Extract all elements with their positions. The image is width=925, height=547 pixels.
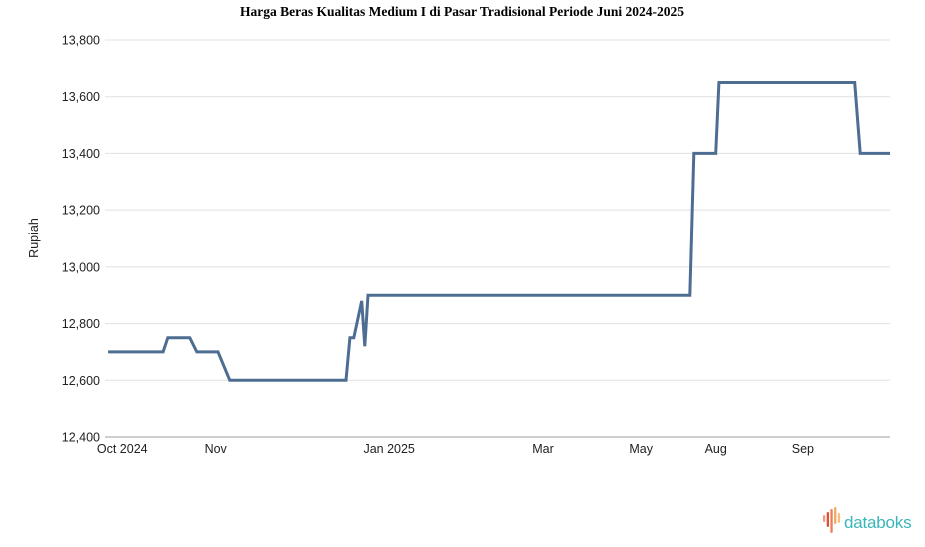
x-tick-label: Oct 2024 [97,442,148,456]
databoks-logo[interactable]: databoks [823,507,912,533]
y-tick-labels: 12,400 12,600 12,800 13,000 13,200 13,400 13,6… [62,34,100,445]
x-tick-label: Sep [792,442,814,456]
logo-bar-icon [826,512,829,527]
price-line-series[interactable] [108,81,890,382]
y-tick-label: 13,000 [62,260,100,274]
y-tick-label: 13,600 [62,90,100,104]
logo-bar-icon [834,507,837,524]
databoks-bars-icon [823,507,841,533]
y-axis-title: Rupiah [27,218,41,258]
x-tick-label: May [629,442,653,456]
x-tick-labels: Oct 2024 Nov Jan 2025 Mar May Aug Sep [97,442,814,456]
logo-bar-icon [823,515,826,522]
chart-title: Harga Beras Kualitas Medium I di Pasar T… [240,4,684,19]
logo-bar-icon [830,509,833,533]
y-tick-label: 12,800 [62,317,100,331]
gridlines [105,39,890,381]
x-tick-label: Jan 2025 [363,442,414,456]
databoks-logo-text: databoks [844,513,911,532]
x-tick-label: Mar [532,442,554,456]
x-tick-label: Aug [705,442,727,456]
y-tick-label: 12,400 [62,431,100,445]
y-tick-label: 13,200 [62,204,100,218]
x-tick-label: Nov [205,442,228,456]
y-tick-label: 13,400 [62,147,100,161]
y-tick-label: 13,800 [62,34,100,48]
y-tick-label: 12,600 [62,374,100,388]
logo-bar-icon [837,513,841,523]
